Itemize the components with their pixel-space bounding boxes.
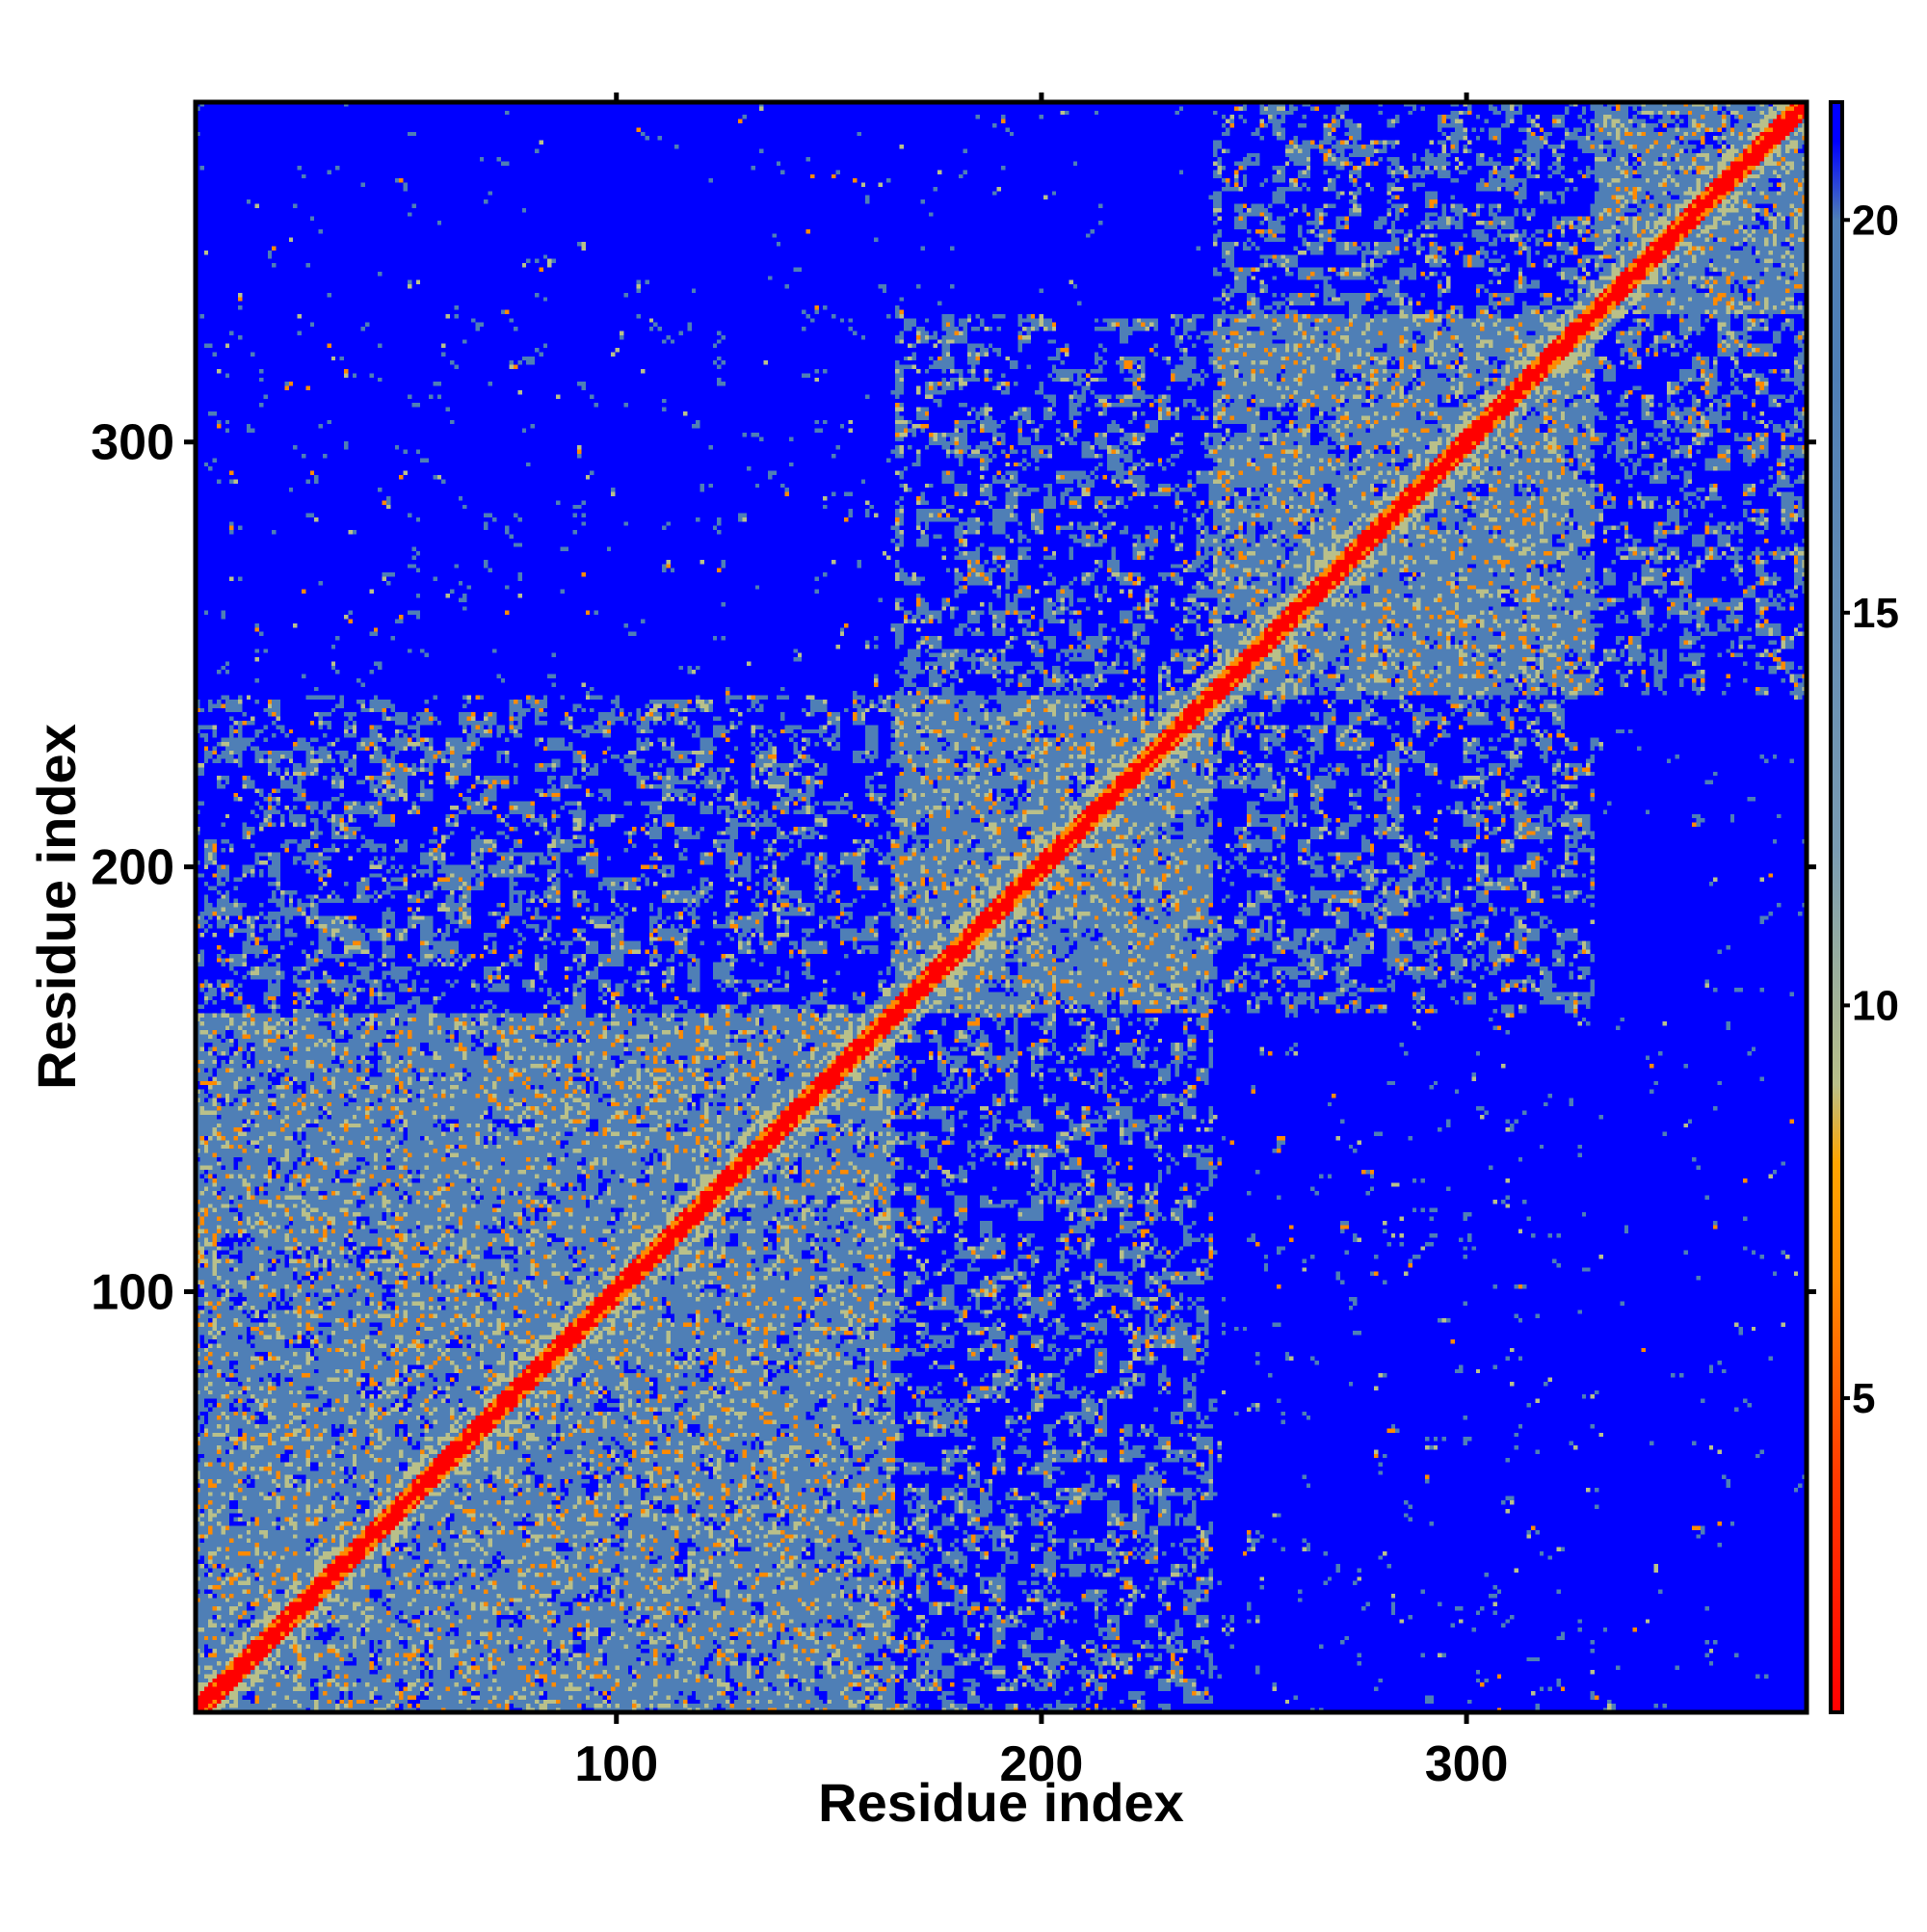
colorbar-tick-label: 20 <box>1852 197 1899 244</box>
x-tick-label: 200 <box>1000 1736 1084 1792</box>
y-tick-label: 100 <box>91 1265 174 1321</box>
colorbar-tick-label: 5 <box>1852 1375 1875 1422</box>
heatmap-cells <box>196 102 1807 1712</box>
colorbar-gradient <box>1829 100 1844 1714</box>
colorbar-tick-label: 10 <box>1852 982 1899 1029</box>
y-axis-label: Residue index <box>26 724 87 1090</box>
y-axis-ticks: 100 200 300 <box>91 415 1816 1321</box>
y-tick-label: 200 <box>91 840 174 896</box>
colorbar-tick-label: 15 <box>1852 590 1899 637</box>
colorbar: 5 10 15 20 <box>1829 100 1899 1714</box>
x-axis-ticks: 100 200 300 <box>574 93 1508 1792</box>
y-tick-label: 300 <box>91 415 174 471</box>
x-tick-label: 100 <box>574 1736 658 1792</box>
plot-frame <box>193 99 1809 1715</box>
x-axis-label: Residue index <box>818 1772 1184 1833</box>
heatmap-image <box>196 102 1807 1712</box>
x-tick-label: 300 <box>1425 1736 1509 1792</box>
